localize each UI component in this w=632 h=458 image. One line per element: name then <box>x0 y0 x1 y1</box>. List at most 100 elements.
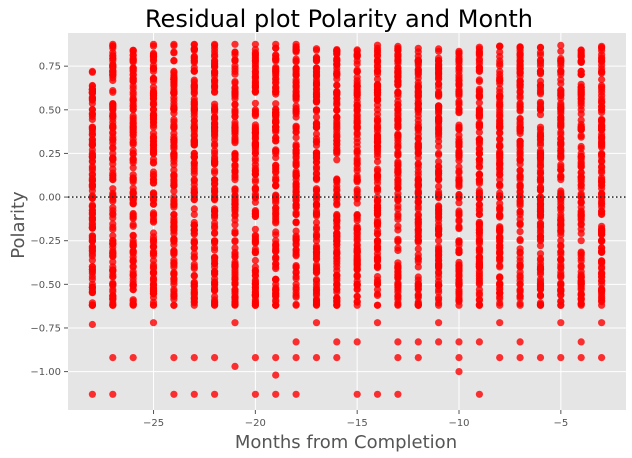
scatter-point <box>496 286 504 294</box>
scatter-point <box>333 67 341 75</box>
scatter-point <box>373 80 382 88</box>
scatter-point <box>149 67 158 75</box>
scatter-point <box>292 354 300 362</box>
scatter-point <box>129 76 137 84</box>
scatter-point <box>109 155 117 163</box>
scatter-point <box>536 67 545 75</box>
scatter-point <box>435 123 443 131</box>
scatter-point <box>475 210 483 219</box>
scatter-point <box>333 131 341 139</box>
scatter-point <box>475 237 483 245</box>
scatter-point <box>435 163 443 171</box>
scatter-point <box>577 216 585 224</box>
scatter-point <box>251 286 259 294</box>
scatter-point <box>394 149 402 157</box>
scatter-point <box>414 251 422 259</box>
scatter-point <box>251 88 259 96</box>
scatter-point <box>292 237 300 245</box>
scatter-point <box>333 156 341 164</box>
scatter-point <box>231 210 239 219</box>
scatter-point <box>475 244 483 252</box>
scatter-point <box>414 245 422 253</box>
scatter-point <box>231 149 239 157</box>
scatter-point <box>353 149 361 157</box>
scatter-point <box>373 219 382 227</box>
scatter-point <box>211 142 219 150</box>
scatter-point <box>373 390 382 398</box>
scatter-point <box>211 263 219 271</box>
scatter-point <box>414 44 422 52</box>
scatter-point <box>414 88 422 96</box>
scatter-point <box>211 62 219 70</box>
scatter-point <box>149 40 158 48</box>
scatter-point <box>414 57 422 65</box>
scatter-point <box>333 294 341 302</box>
scatter-point <box>455 181 463 189</box>
scatter-point <box>557 166 565 174</box>
scatter-point <box>149 286 158 294</box>
scatter-point <box>251 123 259 131</box>
scatter-point <box>129 263 137 271</box>
scatter-point <box>516 286 524 294</box>
scatter-point <box>577 237 585 245</box>
scatter-point <box>455 222 463 231</box>
scatter-point <box>149 280 158 288</box>
scatter-point <box>598 225 606 233</box>
scatter-point <box>353 98 361 106</box>
scatter-point <box>516 176 524 184</box>
scatter-point <box>394 101 402 109</box>
scatter-point <box>598 354 606 362</box>
scatter-point <box>577 248 585 256</box>
scatter-point <box>394 88 402 96</box>
scatter-point <box>496 204 504 212</box>
scatter-point <box>373 184 382 192</box>
scatter-point <box>557 139 565 147</box>
y-tick-label: −0.75 <box>30 323 61 334</box>
scatter-point <box>170 187 178 195</box>
scatter-point <box>414 273 422 281</box>
scatter-point <box>109 40 117 48</box>
scatter-point <box>394 184 402 192</box>
scatter-point <box>190 159 198 167</box>
scatter-point <box>435 182 443 191</box>
scatter-point <box>557 67 565 75</box>
scatter-point <box>373 280 382 288</box>
scatter-point <box>272 263 280 271</box>
scatter-point <box>333 75 341 83</box>
scatter-point <box>88 286 96 294</box>
scatter-point <box>170 49 178 57</box>
scatter-point <box>251 57 259 65</box>
scatter-point <box>251 301 259 309</box>
scatter-point <box>516 57 524 65</box>
scatter-point <box>557 130 565 138</box>
scatter-point <box>394 81 402 89</box>
scatter-point <box>190 221 198 229</box>
scatter-point <box>435 227 443 235</box>
scatter-point <box>598 83 606 91</box>
scatter-point <box>435 205 443 213</box>
scatter-point <box>516 114 524 123</box>
scatter-point <box>88 157 96 165</box>
scatter-point <box>536 291 545 300</box>
plot-area <box>68 33 626 410</box>
scatter-point <box>231 51 239 59</box>
scatter-point <box>129 280 137 288</box>
scatter-point <box>435 319 443 327</box>
scatter-point <box>190 286 198 294</box>
scatter-point <box>292 218 300 226</box>
scatter-point <box>251 81 259 89</box>
scatter-point <box>598 244 606 252</box>
scatter-point <box>312 269 321 277</box>
scatter-point <box>577 263 585 271</box>
scatter-point <box>149 149 158 157</box>
scatter-point <box>251 256 259 265</box>
scatter-point <box>516 77 524 85</box>
scatter-point <box>598 118 606 126</box>
scatter-point <box>435 273 443 281</box>
scatter-point <box>272 100 280 108</box>
scatter-point <box>190 210 198 219</box>
scatter-point <box>88 106 96 114</box>
scatter-point <box>435 88 443 96</box>
scatter-point <box>129 57 137 65</box>
scatter-point <box>292 149 300 157</box>
